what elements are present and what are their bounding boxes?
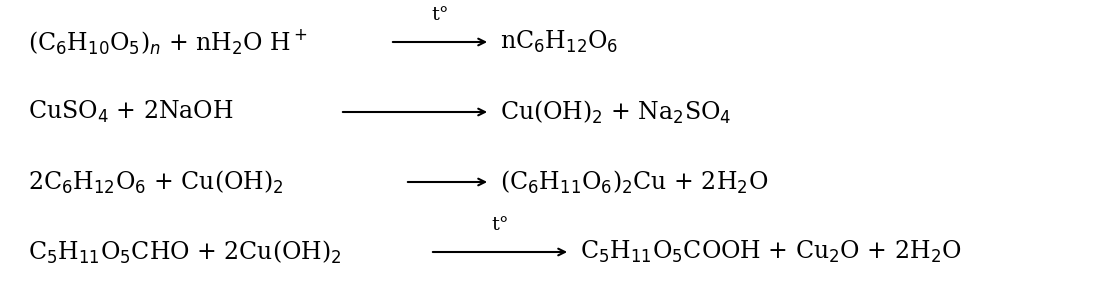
Text: (C$_6$H$_{10}$O$_5$)$_n$ + nH$_2$O H$^+$: (C$_6$H$_{10}$O$_5$)$_n$ + nH$_2$O H$^+$	[28, 27, 308, 57]
Text: C$_5$H$_{11}$O$_5$COOH + Cu$_2$O + 2H$_2$O: C$_5$H$_{11}$O$_5$COOH + Cu$_2$O + 2H$_2…	[580, 239, 962, 265]
Text: nC$_6$H$_{12}$O$_6$: nC$_6$H$_{12}$O$_6$	[500, 29, 619, 55]
Text: (C$_6$H$_{11}$O$_6$)$_2$Cu + 2H$_2$O: (C$_6$H$_{11}$O$_6$)$_2$Cu + 2H$_2$O	[500, 168, 768, 196]
Text: C$_5$H$_{11}$O$_5$CHO + 2Cu(OH)$_2$: C$_5$H$_{11}$O$_5$CHO + 2Cu(OH)$_2$	[28, 238, 342, 266]
Text: CuSO$_4$ + 2NaOH: CuSO$_4$ + 2NaOH	[28, 99, 234, 125]
Text: Cu(OH)$_2$ + Na$_2$SO$_4$: Cu(OH)$_2$ + Na$_2$SO$_4$	[500, 98, 731, 126]
Text: t°: t°	[491, 216, 509, 234]
Text: t°: t°	[431, 6, 449, 24]
Text: 2C$_6$H$_{12}$O$_6$ + Cu(OH)$_2$: 2C$_6$H$_{12}$O$_6$ + Cu(OH)$_2$	[28, 168, 284, 196]
